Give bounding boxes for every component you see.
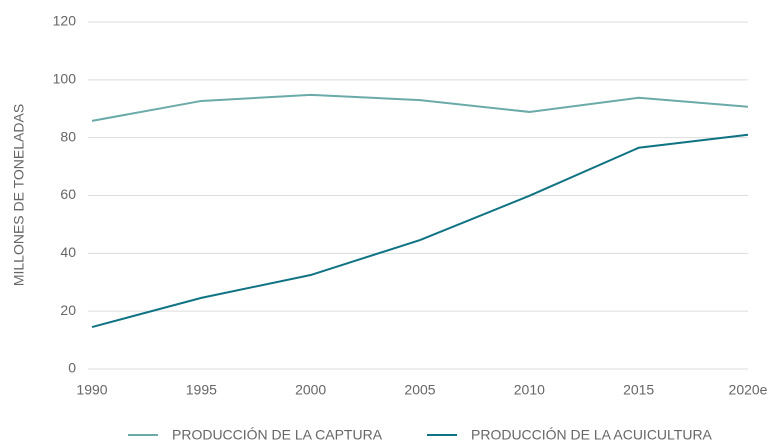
x-tick-label: 2005 xyxy=(404,382,435,398)
y-axis-title: MILLONES DE TONELADAS xyxy=(11,104,27,286)
y-tick-label: 120 xyxy=(53,13,77,29)
series-line xyxy=(91,93,749,122)
y-tick-label: 20 xyxy=(60,302,76,318)
legend-label: PRODUCCIÓN DE LA ACUICULTURA xyxy=(471,427,713,443)
y-tick-label: 100 xyxy=(53,71,77,87)
y-tick-label: 60 xyxy=(60,186,76,202)
x-tick-label: 2000 xyxy=(295,382,326,398)
y-tick-label: 0 xyxy=(68,360,76,376)
series-line xyxy=(91,133,749,329)
y-tick-label: 40 xyxy=(60,244,76,260)
x-tick-label: 1995 xyxy=(186,382,217,398)
legend-label: PRODUCCIÓN DE LA CAPTURA xyxy=(172,427,383,443)
x-tick-label: 1990 xyxy=(76,382,107,398)
y-tick-label: 80 xyxy=(60,128,76,144)
x-tick-label: 2010 xyxy=(514,382,545,398)
x-tick-label: 2020e xyxy=(729,382,768,398)
x-tick-label: 2015 xyxy=(623,382,654,398)
